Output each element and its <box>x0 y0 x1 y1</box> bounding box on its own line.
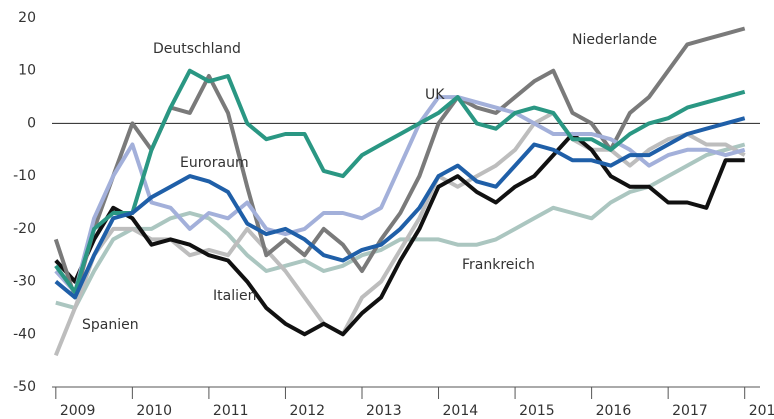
series-line <box>54 132 745 337</box>
series-label: Niederlande <box>572 32 657 48</box>
x-tick-label: 2012 <box>289 403 325 419</box>
series-line <box>53 110 746 357</box>
y-tick-label: 0 <box>27 115 36 131</box>
series-label: Frankreich <box>462 257 535 273</box>
x-tick-label: 2009 <box>60 403 96 419</box>
series-label: Spanien <box>82 317 139 333</box>
series-label: UK <box>425 87 445 103</box>
y-tick-label: -20 <box>13 221 36 237</box>
x-tick-label: 2016 <box>596 403 632 419</box>
y-tick-label: -10 <box>13 168 36 184</box>
x-tick-label: 2015 <box>519 403 555 419</box>
y-tick-label: 20 <box>18 10 36 26</box>
x-tick-label: 2018 <box>749 403 774 419</box>
x-tick-label: 2011 <box>213 403 249 419</box>
series-line <box>55 142 746 310</box>
y-tick-label: 10 <box>18 63 36 79</box>
series-label: Deutschland <box>153 41 241 57</box>
series-label: Italien <box>213 288 256 304</box>
series-line <box>54 116 746 300</box>
series-line <box>54 68 746 295</box>
y-tick-label: -50 <box>13 379 36 395</box>
x-tick-label: 2017 <box>672 403 708 419</box>
series-line <box>54 95 746 295</box>
x-tick-label: 2014 <box>443 403 479 419</box>
y-tick-label: -40 <box>13 326 36 342</box>
x-tick-label: 2013 <box>366 403 402 419</box>
y-tick-label: -30 <box>13 274 36 290</box>
x-tick-label: 2010 <box>136 403 172 419</box>
series-label: Euroraum <box>180 155 249 171</box>
